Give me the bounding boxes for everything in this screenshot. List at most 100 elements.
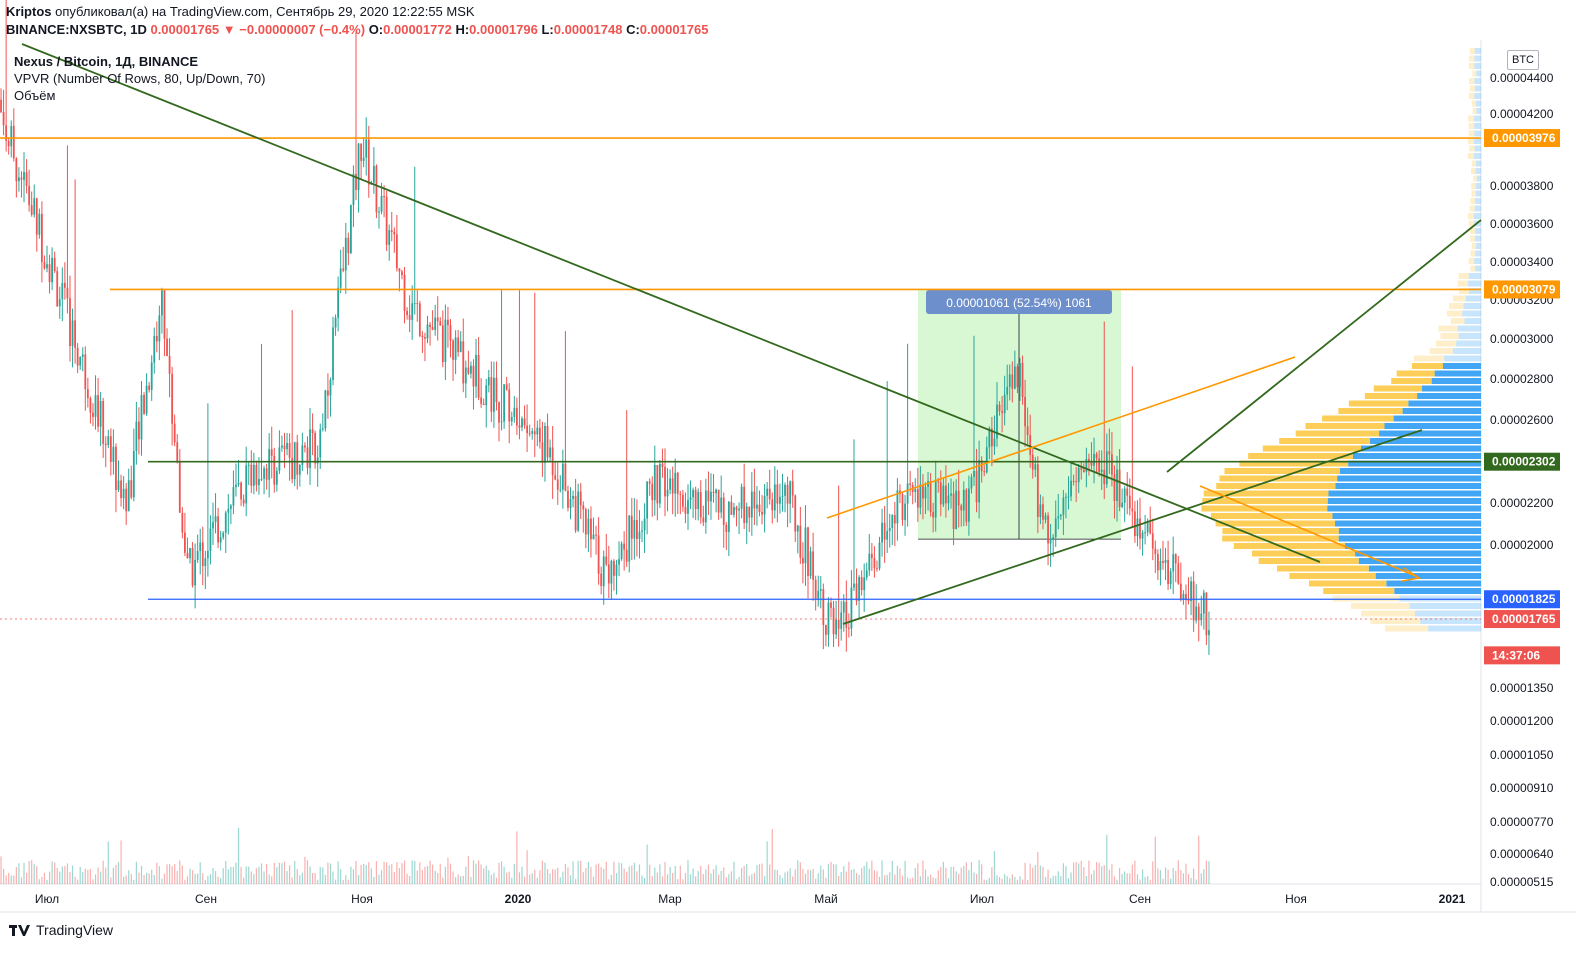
vpvr-down-bar (1239, 460, 1349, 467)
volume-bar (552, 869, 554, 884)
vpvr-up-bar (1475, 100, 1481, 107)
price-tick-label: 0.00000770 (1490, 815, 1554, 829)
volume-bar (937, 870, 939, 884)
candle-body (613, 560, 615, 576)
vpvr-down-bar (1440, 333, 1459, 339)
volume-bar (1113, 876, 1116, 884)
candle-body (822, 589, 825, 626)
candle-body (934, 481, 937, 518)
volume-bar (756, 865, 758, 884)
volume-bar (1134, 860, 1136, 884)
volume-bar (41, 877, 43, 884)
vpvr-down-bar (1453, 295, 1466, 302)
volume-bar (638, 864, 641, 884)
candle-body (1200, 613, 1203, 621)
candle-body (743, 486, 746, 523)
candle-body (329, 379, 332, 396)
volume-bar (480, 864, 482, 884)
vpvr-up-bar (1335, 520, 1481, 527)
candle-body (242, 499, 245, 504)
volume-bar (299, 875, 301, 884)
candle-body (132, 451, 135, 498)
candle-body (498, 402, 500, 423)
candle-body (1146, 522, 1149, 533)
volume-bar (1177, 860, 1179, 884)
candle-body (457, 337, 460, 353)
candle-body (791, 481, 794, 496)
candle-body (526, 425, 529, 434)
volume-bar (580, 860, 582, 884)
candle-body (1111, 454, 1113, 475)
candle-body (33, 198, 36, 215)
volume-bar (1141, 869, 1144, 884)
candle-body (919, 484, 922, 508)
volume-bar (15, 867, 17, 884)
volume-bar (1062, 863, 1064, 884)
vpvr-down-bar (1450, 318, 1465, 324)
candle-body (1133, 511, 1136, 537)
volume-bar (212, 868, 214, 884)
volume-bar (585, 867, 587, 884)
volume-bar (368, 862, 370, 884)
vpvr-down-bar (1467, 138, 1474, 144)
volume-bar (993, 851, 996, 884)
channel-line-orange (826, 356, 1296, 519)
candle-body (1174, 554, 1177, 564)
candle-body (181, 512, 184, 533)
candle-body (756, 504, 758, 509)
volume-bar (373, 876, 375, 884)
footer-brand-label[interactable]: TradingView (36, 922, 114, 938)
candle-body (1054, 518, 1057, 538)
volume-bar (781, 878, 784, 884)
volume-bar (1129, 873, 1131, 884)
author-name[interactable]: Kriptos (6, 4, 52, 19)
candle-body (189, 548, 191, 559)
volume-bar (1090, 874, 1093, 884)
candle-body (567, 490, 569, 508)
volume-bar (654, 867, 656, 884)
volume-bar (615, 873, 618, 884)
volume-bar (426, 865, 429, 884)
legend-volume[interactable]: Объём (14, 88, 56, 103)
volume-bar (500, 861, 503, 884)
vpvr-up-bar (1408, 400, 1481, 407)
volume-bar (286, 871, 288, 884)
candle-body (814, 579, 817, 599)
volume-bar (1195, 879, 1197, 884)
volume-bar (273, 862, 275, 884)
candle-body (30, 205, 33, 215)
vpvr-down-bar (1361, 610, 1416, 617)
candle-body (459, 341, 462, 353)
candle-body (150, 362, 153, 390)
candle-body (689, 497, 692, 500)
volume-bar (523, 876, 526, 884)
candle-body (12, 126, 15, 159)
legend-indicator[interactable]: VPVR (Number Of Rows, 80, Up/Down, 70) (14, 71, 266, 86)
volume-bar (577, 860, 579, 884)
volume-bar (508, 871, 510, 884)
candle-body (694, 489, 697, 510)
candle-body (89, 397, 92, 413)
volume-bar (214, 871, 217, 884)
volume-bar (490, 874, 492, 884)
candle-body (171, 373, 174, 424)
vpvr-up-bar (1463, 303, 1481, 309)
volume-bar (822, 869, 824, 884)
candle-body (23, 172, 25, 180)
vpvr-up-bar (1444, 355, 1481, 362)
volume-bar (988, 877, 990, 884)
legend-title[interactable]: Nexus / Bitcoin, 1Д, BINANCE (14, 54, 199, 69)
price-tick-label: 0.00004200 (1490, 107, 1554, 121)
price-tick-label: 0.00003800 (1490, 179, 1554, 193)
candle-body (554, 475, 557, 480)
volume-bar (544, 862, 546, 884)
currency-button[interactable]: BTC (1507, 50, 1539, 70)
vpvr-up-bar (1375, 573, 1481, 579)
volume-bar (835, 864, 837, 884)
candle-body (120, 480, 122, 499)
vpvr-down-bar (1471, 243, 1476, 249)
volume-bar (1098, 862, 1100, 884)
vpvr-up-bar (1475, 198, 1481, 204)
candle-body (840, 612, 843, 629)
